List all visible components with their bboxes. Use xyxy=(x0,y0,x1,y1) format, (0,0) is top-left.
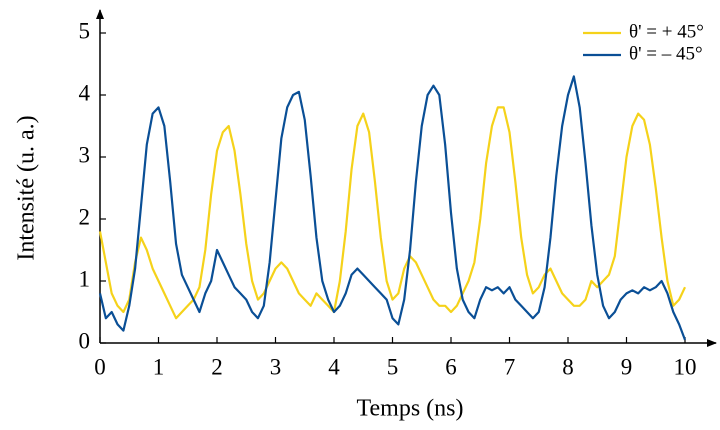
x-tick-label: 5 xyxy=(387,354,399,379)
y-tick-label: 3 xyxy=(79,142,91,167)
x-tick-label: 2 xyxy=(211,354,223,379)
x-tick-label: 4 xyxy=(328,354,340,379)
x-tick-label: 9 xyxy=(621,354,633,379)
x-tick-label: 3 xyxy=(270,354,282,379)
series-line xyxy=(98,106,686,320)
x-tick-label: 6 xyxy=(445,354,457,379)
x-tick-label: 7 xyxy=(504,354,516,379)
legend-label: θ' = – 45° xyxy=(629,43,703,64)
x-tick-label: 10 xyxy=(674,354,697,379)
x-tick-label: 8 xyxy=(562,354,574,379)
series-line xyxy=(98,75,687,341)
x-axis-label: Temps (ns) xyxy=(357,396,464,422)
y-axis-label: Intensité (u. a.) xyxy=(14,115,40,260)
y-tick-label: 0 xyxy=(79,328,91,353)
x-tick-label: 1 xyxy=(153,354,165,379)
y-tick-label: 5 xyxy=(79,18,91,43)
y-tick-label: 1 xyxy=(79,266,91,291)
x-tick-label: 0 xyxy=(94,354,106,379)
y-tick-label: 2 xyxy=(79,204,91,229)
legend-label: θ' = + 45° xyxy=(629,21,704,42)
y-tick-label: 4 xyxy=(79,80,91,105)
